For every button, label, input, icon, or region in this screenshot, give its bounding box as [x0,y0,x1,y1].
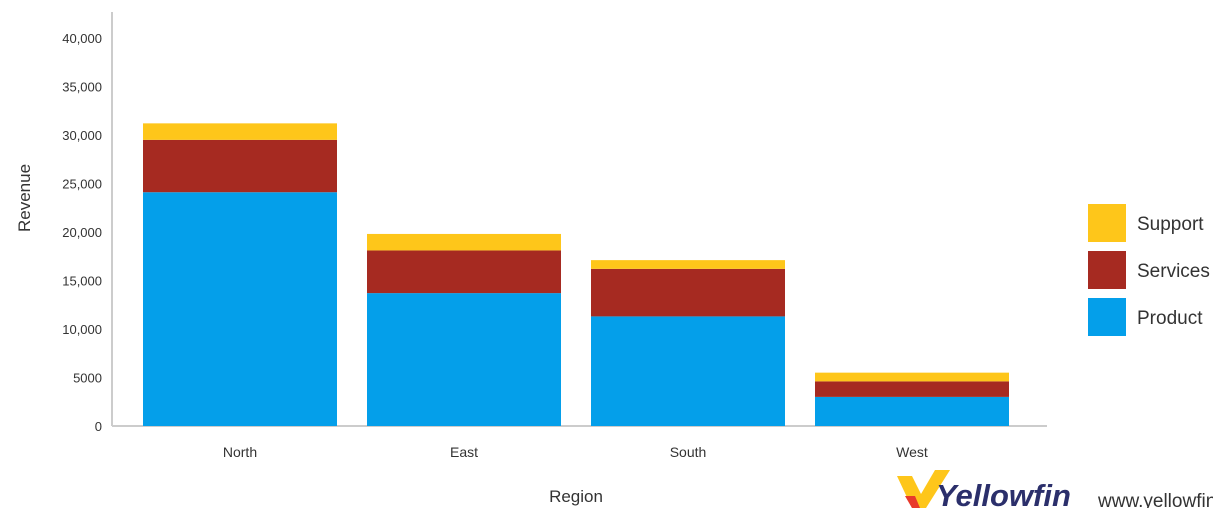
y-tick-label: 25,000 [62,177,102,192]
x-axis-title: Region [549,487,603,506]
logo-text: Yellowfin [936,478,1071,508]
legend-label-support: Support [1137,214,1204,235]
x-tick-label: West [896,444,928,460]
bar-south-support[interactable] [591,260,785,269]
x-axis-labels: North East South West [223,444,928,460]
website-url: www.yellowfinbi.com [1097,491,1213,508]
yellowfin-logo: Yellowfin [897,470,1071,508]
y-axis-title: Revenue [15,164,34,232]
legend-label-product: Product [1137,308,1203,329]
bar-west-services[interactable] [815,381,1009,397]
y-tick-label: 0 [95,419,102,434]
legend-label-services: Services [1137,261,1210,282]
x-tick-label: North [223,444,257,460]
y-tick-label: 10,000 [62,322,102,337]
legend-swatch-support [1088,204,1126,242]
bar-east-support[interactable] [367,233,561,251]
bar-north-product[interactable] [143,192,337,426]
bar-east-product[interactable] [367,293,561,426]
x-tick-label: East [450,444,478,460]
bar-east-services[interactable] [367,250,561,294]
y-tick-label: 30,000 [62,128,102,143]
bar-south-product[interactable] [591,316,785,426]
y-tick-label: 20,000 [62,225,102,240]
y-axis-ticks: 0 5000 10,000 15,000 20,000 25,000 30,000 35,00… [62,31,102,434]
bar-west-support[interactable] [815,372,1009,382]
x-tick-label: South [670,444,707,460]
y-tick-label: 15,000 [62,274,102,289]
legend: Support Services Product [1088,204,1210,336]
legend-swatch-services [1088,251,1126,289]
bar-west-product[interactable] [815,396,1009,426]
bars-group [143,123,1009,426]
legend-swatch-product [1088,298,1126,336]
bar-south-services[interactable] [591,268,785,317]
bar-north-services[interactable] [143,139,337,193]
yellowfin-logo-accent [905,496,920,508]
y-tick-label: 35,000 [62,80,102,95]
y-tick-label: 40,000 [62,31,102,46]
y-tick-label: 5000 [73,371,102,386]
bar-north-support[interactable] [143,123,337,140]
